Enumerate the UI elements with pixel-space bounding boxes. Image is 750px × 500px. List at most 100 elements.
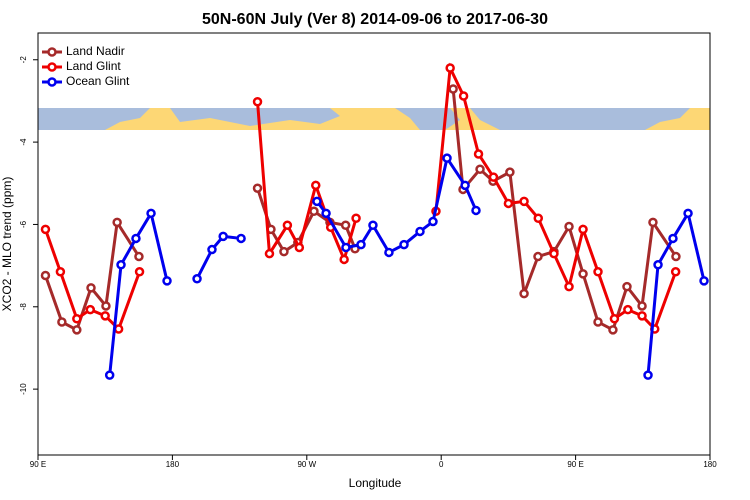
map-land <box>470 108 690 130</box>
x-tick-label: 0 <box>439 460 444 469</box>
data-point <box>653 260 663 270</box>
data-point <box>488 172 499 182</box>
map-land <box>38 108 150 130</box>
data-point <box>112 217 122 228</box>
chart-title: 50N-60N July (Ver 8) 2014-09-06 to 2017-… <box>202 11 548 28</box>
data-point <box>648 217 658 228</box>
data-point <box>445 63 455 73</box>
data-point <box>134 267 145 277</box>
data-point <box>339 254 349 265</box>
data-point <box>442 153 452 163</box>
plot-frame <box>37 32 711 456</box>
data-point <box>519 288 529 299</box>
data-point <box>415 226 425 237</box>
data-point <box>637 311 647 321</box>
data-point <box>85 304 96 315</box>
data-point <box>218 231 228 242</box>
data-point <box>356 239 366 250</box>
data-point <box>192 274 202 284</box>
data-point <box>86 283 96 293</box>
data-point <box>116 260 126 270</box>
data-point <box>207 244 217 255</box>
data-point <box>593 267 603 277</box>
x-tick-label: 90 W <box>297 460 316 469</box>
data-point <box>549 248 559 259</box>
data-point <box>578 224 588 235</box>
data-point <box>564 281 574 292</box>
legend-label: Land Nadir <box>66 44 125 58</box>
data-point <box>475 164 485 175</box>
data-point <box>57 317 67 327</box>
y-tick-label: -4 <box>19 138 28 146</box>
data-point <box>609 313 620 324</box>
data-point <box>72 325 82 335</box>
map-land <box>170 108 340 126</box>
data-point <box>471 205 481 216</box>
data-point <box>671 251 681 262</box>
data-point <box>668 233 678 244</box>
data-point <box>55 267 66 277</box>
data-point <box>72 313 82 324</box>
data-point <box>533 251 543 262</box>
data-point <box>321 208 331 219</box>
data-point <box>294 242 305 253</box>
data-point <box>101 301 111 311</box>
legend-marker <box>47 62 57 72</box>
data-point <box>699 276 709 286</box>
legend-label: Ocean Glint <box>66 74 130 88</box>
data-point <box>131 233 141 244</box>
data-point <box>162 276 172 286</box>
data-point <box>578 269 588 279</box>
data-point <box>252 97 263 107</box>
data-point <box>505 167 515 177</box>
data-point <box>564 221 574 232</box>
series-line <box>108 154 706 376</box>
data-point <box>236 233 246 244</box>
x-tick-label: 180 <box>703 460 717 469</box>
legend-label: Land Glint <box>66 59 121 73</box>
data-point <box>252 183 263 193</box>
data-point <box>643 370 653 380</box>
data-point <box>593 317 603 327</box>
data-point <box>473 149 484 159</box>
data-point <box>351 213 361 224</box>
data-point <box>622 281 632 292</box>
data-point <box>134 251 144 262</box>
y-axis-label: XCO2 - MLO trend (ppm) <box>0 177 14 312</box>
data-point <box>104 370 115 380</box>
data-point <box>340 220 351 231</box>
map-band <box>38 108 710 130</box>
x-tick-label: 180 <box>166 460 180 469</box>
x-axis-label: Longitude <box>349 476 402 490</box>
data-point <box>146 208 156 219</box>
data-point <box>460 180 470 191</box>
data-point <box>623 304 633 315</box>
legend-marker <box>47 77 57 87</box>
data-point <box>428 216 438 227</box>
data-point <box>384 247 394 258</box>
data-point <box>608 325 618 335</box>
data-point <box>341 242 351 253</box>
x-tick-label: 90 E <box>30 460 46 469</box>
data-point <box>309 206 319 217</box>
y-tick-label: -8 <box>19 303 28 311</box>
data-point <box>458 91 469 101</box>
y-tick-label: -2 <box>19 56 28 64</box>
y-tick-label: -6 <box>19 220 28 228</box>
x-tick-label: 90 E <box>567 460 583 469</box>
data-point <box>637 301 647 311</box>
series-line <box>44 62 678 332</box>
y-tick-label: -10 <box>19 383 28 395</box>
data-point <box>113 324 124 334</box>
data-point <box>100 311 110 321</box>
data-point <box>312 196 322 207</box>
data-point <box>448 84 458 94</box>
data-point <box>311 180 321 191</box>
data-point <box>40 224 51 235</box>
data-point <box>368 220 378 231</box>
data-point <box>264 248 275 259</box>
data-point <box>282 220 293 231</box>
data-point <box>670 267 681 277</box>
data-point <box>533 213 544 224</box>
